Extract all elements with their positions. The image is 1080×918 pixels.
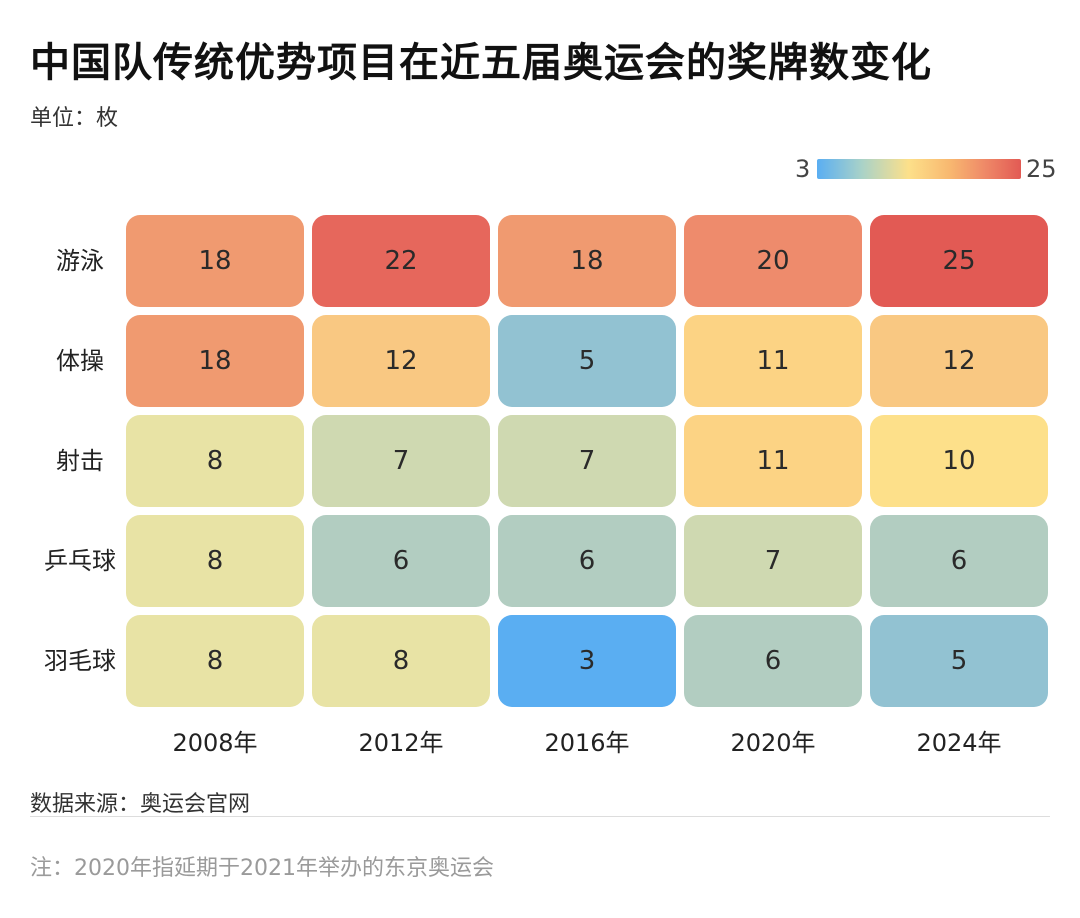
cell-value-label: 18 xyxy=(198,246,231,276)
cell-value-label: 7 xyxy=(765,546,782,576)
cell-value-label: 11 xyxy=(756,446,789,476)
row-label: 体操 xyxy=(56,347,104,375)
cell-value-label: 8 xyxy=(207,446,224,476)
heatmap-cell xyxy=(498,515,676,607)
cell-value-label: 11 xyxy=(756,346,789,376)
heatmap-cell xyxy=(312,315,490,407)
cell-value-label: 5 xyxy=(579,346,596,376)
heatmap-cell xyxy=(498,615,676,707)
cell-value-label: 18 xyxy=(570,246,603,276)
heatmap-cell xyxy=(684,515,862,607)
legend-gradient-bar xyxy=(817,159,1021,179)
cell-value-label: 10 xyxy=(942,446,975,476)
cell-value-label: 6 xyxy=(579,546,596,576)
cell-value-label: 8 xyxy=(207,546,224,576)
heatmap-cell xyxy=(312,415,490,507)
cell-value-label: 8 xyxy=(207,646,224,676)
cell-value-label: 20 xyxy=(756,246,789,276)
heatmap-cell xyxy=(870,515,1048,607)
cell-value-label: 6 xyxy=(765,646,782,676)
divider xyxy=(30,816,1050,817)
heatmap-cell xyxy=(684,615,862,707)
column-label: 2012年 xyxy=(358,729,443,757)
heatmap-cell xyxy=(684,415,862,507)
heatmap-cell xyxy=(870,615,1048,707)
chart-title: 中国队传统优势项目在近五届奥运会的奖牌数变化 xyxy=(30,40,932,86)
column-label: 2024年 xyxy=(916,729,1001,757)
column-label: 2016年 xyxy=(544,729,629,757)
heatmap-cell xyxy=(312,215,490,307)
cell-value-label: 18 xyxy=(198,346,231,376)
legend-max-label: 25 xyxy=(1026,155,1057,183)
cell-value-label: 5 xyxy=(951,646,968,676)
unit-label: 单位：枚 xyxy=(30,106,119,131)
heatmap-cell xyxy=(312,515,490,607)
cell-value-label: 8 xyxy=(393,646,410,676)
heatmap-cell xyxy=(312,615,490,707)
heatmap-cell xyxy=(126,315,304,407)
heatmap-cell xyxy=(126,615,304,707)
heatmap-cell xyxy=(126,415,304,507)
row-label: 射击 xyxy=(56,447,104,475)
cell-value-label: 7 xyxy=(393,446,410,476)
column-label: 2008年 xyxy=(172,729,257,757)
heatmap-cell xyxy=(498,415,676,507)
cell-value-label: 25 xyxy=(942,246,975,276)
row-label: 游泳 xyxy=(56,247,104,275)
footnote: 注：2020年指延期于2021年举办的东京奥运会 xyxy=(30,856,494,881)
heatmap-cell xyxy=(126,215,304,307)
heatmap-cell xyxy=(126,515,304,607)
heatmap-cell xyxy=(684,215,862,307)
cell-value-label: 6 xyxy=(393,546,410,576)
heatmap-cell xyxy=(684,315,862,407)
color-legend: 3 25 xyxy=(790,155,1060,185)
cell-value-label: 3 xyxy=(579,646,596,676)
heatmap-cell xyxy=(498,215,676,307)
cell-value-label: 22 xyxy=(384,246,417,276)
row-label: 羽毛球 xyxy=(44,647,116,675)
heatmap-cell xyxy=(870,215,1048,307)
heatmap-cell xyxy=(498,315,676,407)
cell-value-label: 7 xyxy=(579,446,596,476)
heatmap-cell xyxy=(870,315,1048,407)
cell-value-label: 12 xyxy=(942,346,975,376)
legend-min-label: 3 xyxy=(795,155,811,183)
row-label: 乒乓球 xyxy=(44,547,116,575)
cell-value-label: 12 xyxy=(384,346,417,376)
column-label: 2020年 xyxy=(730,729,815,757)
data-source: 数据来源：奥运会官网 xyxy=(30,792,251,817)
cell-value-label: 6 xyxy=(951,546,968,576)
heatmap-cell xyxy=(870,415,1048,507)
